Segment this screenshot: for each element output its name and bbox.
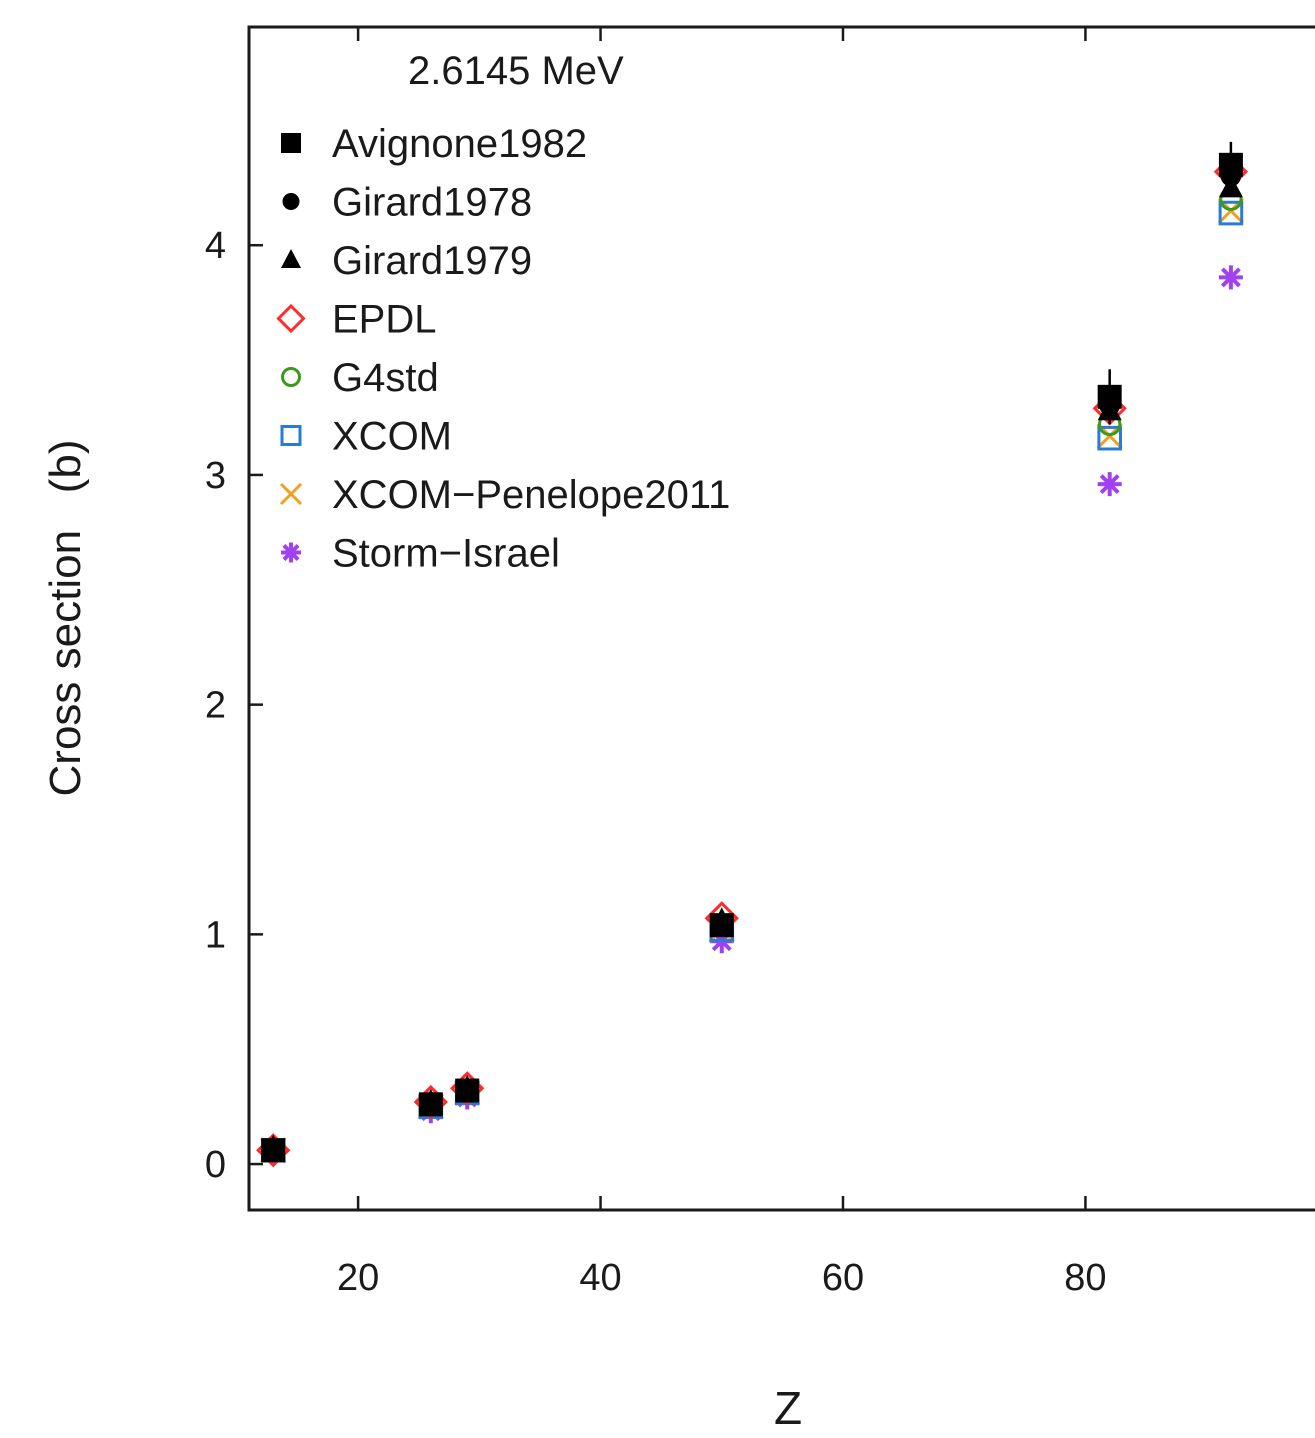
legend-label-storm-israel: Storm−Israel bbox=[332, 532, 560, 576]
x-axis-ticks: 20 40 60 80 bbox=[337, 27, 1107, 1299]
legend-item-avignone1982: Avignone1982 bbox=[281, 122, 587, 166]
data-point-xcom bbox=[1218, 200, 1244, 226]
legend-marker-avignone1982 bbox=[281, 133, 301, 153]
legend-label-xcom-penelope2011: XCOM−Penelope2011 bbox=[332, 473, 730, 517]
legend-item-girard1978: Girard1978 bbox=[282, 181, 532, 225]
legend-marker-storm-israel bbox=[281, 542, 301, 563]
legend-label-g4std: G4std bbox=[332, 356, 439, 400]
legend: Avignone1982 Girard1978 Girard1979 EPDL G4st… bbox=[276, 122, 730, 576]
plot-border bbox=[247, 25, 1315, 1212]
data-points bbox=[256, 141, 1249, 1168]
energy-annotation: 2.6145 MeV bbox=[408, 49, 624, 93]
legend-item-epdl: EPDL bbox=[276, 298, 437, 342]
legend-marker-g4std bbox=[281, 367, 301, 387]
y-tick-label: 3 bbox=[205, 455, 226, 497]
legend-item-storm-israel: Storm−Israel bbox=[281, 532, 560, 576]
legend-marker-xcom-penelope2011 bbox=[279, 482, 303, 506]
data-point-storm-israel bbox=[1097, 472, 1122, 497]
y-axis-label: Cross section (b) bbox=[41, 440, 90, 797]
data-point-xcom bbox=[1097, 425, 1122, 451]
data-point-avignone1982 bbox=[418, 1092, 443, 1117]
data-point-avignone1982 bbox=[261, 1138, 286, 1163]
legend-label-epdl: EPDL bbox=[332, 298, 437, 342]
data-point-avignone1982 bbox=[709, 913, 734, 938]
data-point-storm-israel bbox=[1218, 265, 1243, 290]
y-tick-label: 1 bbox=[205, 914, 226, 956]
y-tick-label: 2 bbox=[205, 685, 226, 727]
legend-item-xcom: XCOM bbox=[280, 415, 452, 459]
legend-item-g4std: G4std bbox=[281, 356, 439, 400]
legend-marker-girard1978 bbox=[282, 193, 300, 210]
data-point-avignone1982 bbox=[455, 1078, 480, 1103]
legend-marker-xcom bbox=[280, 425, 302, 446]
legend-label-girard1978: Girard1978 bbox=[332, 181, 532, 225]
y-axis-ticks: 0 1 2 3 4 bbox=[205, 225, 263, 1186]
legend-marker-girard1979 bbox=[281, 249, 301, 268]
legend-label-xcom: XCOM bbox=[332, 415, 452, 459]
y-tick-label: 4 bbox=[205, 225, 226, 267]
legend-item-xcom-penelope2011: XCOM−Penelope2011 bbox=[279, 473, 730, 517]
legend-label-avignone1982: Avignone1982 bbox=[332, 122, 587, 166]
x-axis-label: Z bbox=[774, 1382, 802, 1434]
legend-label-girard1979: Girard1979 bbox=[332, 239, 532, 283]
x-tick-label: 60 bbox=[822, 1257, 864, 1299]
x-tick-label: 40 bbox=[579, 1257, 621, 1299]
x-tick-label: 80 bbox=[1064, 1257, 1106, 1299]
plot-frame bbox=[247, 25, 1315, 1212]
legend-item-girard1979: Girard1979 bbox=[281, 239, 532, 283]
legend-marker-epdl bbox=[276, 303, 306, 334]
x-tick-label: 20 bbox=[337, 1257, 379, 1299]
y-tick-label: 0 bbox=[205, 1144, 226, 1186]
